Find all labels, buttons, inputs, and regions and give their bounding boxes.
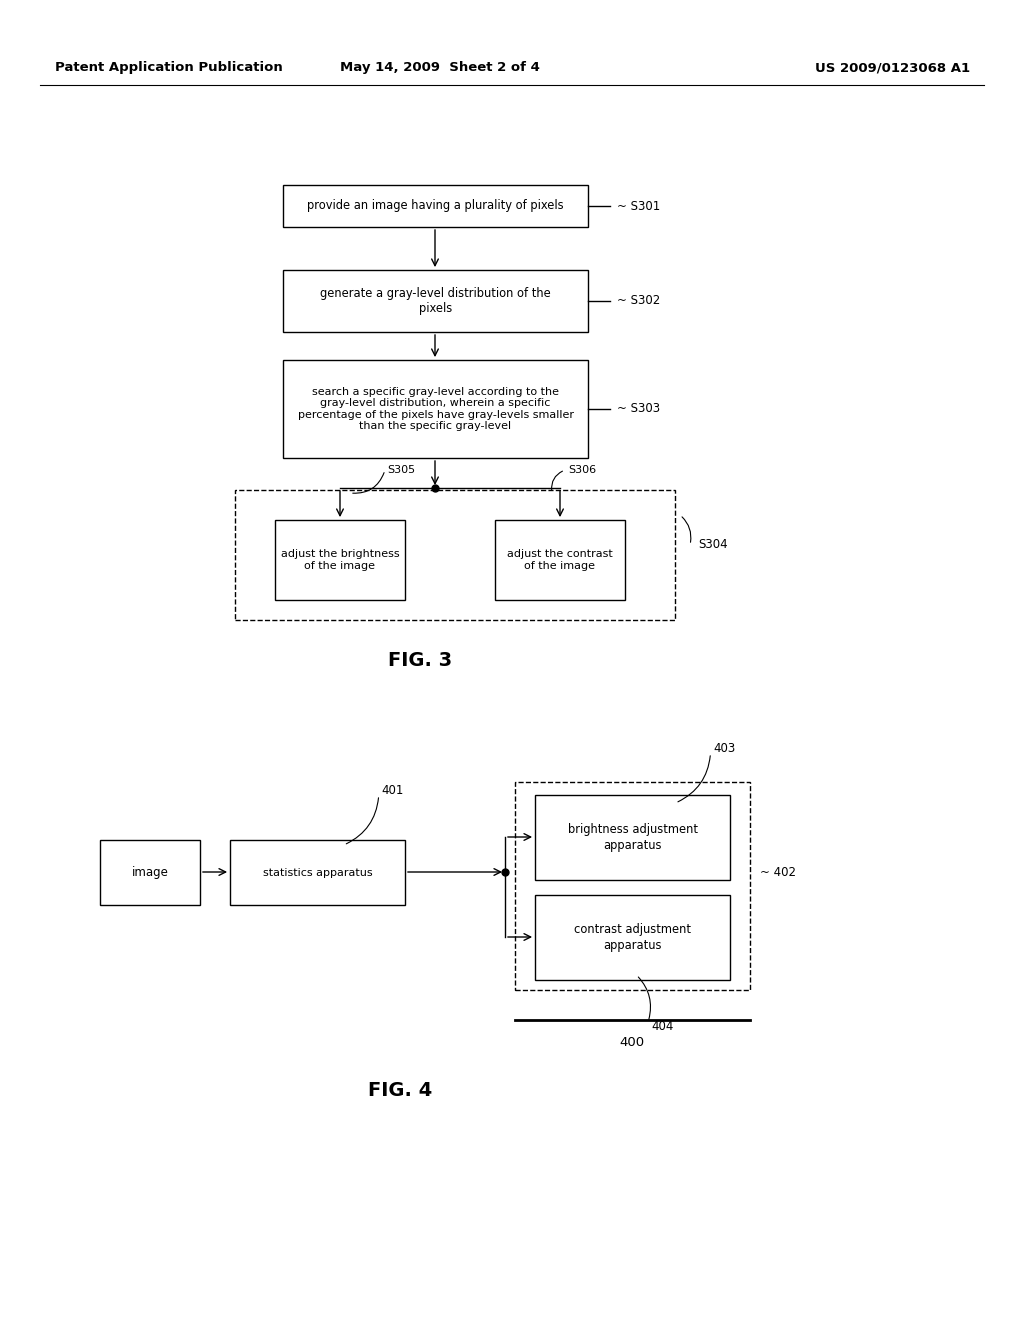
Text: 401: 401 <box>382 784 404 796</box>
FancyBboxPatch shape <box>283 185 588 227</box>
Text: statistics apparatus: statistics apparatus <box>263 867 373 878</box>
Text: Patent Application Publication: Patent Application Publication <box>55 62 283 74</box>
FancyBboxPatch shape <box>283 271 588 333</box>
Text: May 14, 2009  Sheet 2 of 4: May 14, 2009 Sheet 2 of 4 <box>340 62 540 74</box>
Text: S305: S305 <box>387 465 415 475</box>
Text: 403: 403 <box>714 742 736 755</box>
FancyBboxPatch shape <box>234 490 675 620</box>
Text: contrast adjustment
apparatus: contrast adjustment apparatus <box>574 924 691 952</box>
Text: 400: 400 <box>620 1035 644 1048</box>
Text: S304: S304 <box>698 539 728 552</box>
Text: search a specific gray-level according to the
gray-level distribution, wherein a: search a specific gray-level according t… <box>298 387 573 432</box>
Text: FIG. 3: FIG. 3 <box>388 651 452 669</box>
FancyBboxPatch shape <box>535 795 730 880</box>
Text: ~ 402: ~ 402 <box>760 866 796 879</box>
FancyBboxPatch shape <box>100 840 200 906</box>
Text: FIG. 4: FIG. 4 <box>368 1081 432 1100</box>
Text: brightness adjustment
apparatus: brightness adjustment apparatus <box>567 824 697 851</box>
FancyBboxPatch shape <box>230 840 406 906</box>
Text: provide an image having a plurality of pixels: provide an image having a plurality of p… <box>307 199 564 213</box>
FancyBboxPatch shape <box>283 360 588 458</box>
Text: adjust the contrast
of the image: adjust the contrast of the image <box>507 549 613 570</box>
Text: ~ S303: ~ S303 <box>617 403 660 416</box>
Text: generate a gray-level distribution of the
pixels: generate a gray-level distribution of th… <box>321 286 551 315</box>
Text: ~ S301: ~ S301 <box>617 199 660 213</box>
FancyBboxPatch shape <box>535 895 730 979</box>
FancyBboxPatch shape <box>275 520 406 601</box>
Text: image: image <box>131 866 168 879</box>
Text: 404: 404 <box>651 1020 674 1034</box>
Text: ~ S302: ~ S302 <box>617 294 660 308</box>
FancyBboxPatch shape <box>515 781 750 990</box>
Text: S306: S306 <box>568 465 596 475</box>
FancyBboxPatch shape <box>495 520 625 601</box>
Text: adjust the brightness
of the image: adjust the brightness of the image <box>281 549 399 570</box>
Text: US 2009/0123068 A1: US 2009/0123068 A1 <box>815 62 970 74</box>
